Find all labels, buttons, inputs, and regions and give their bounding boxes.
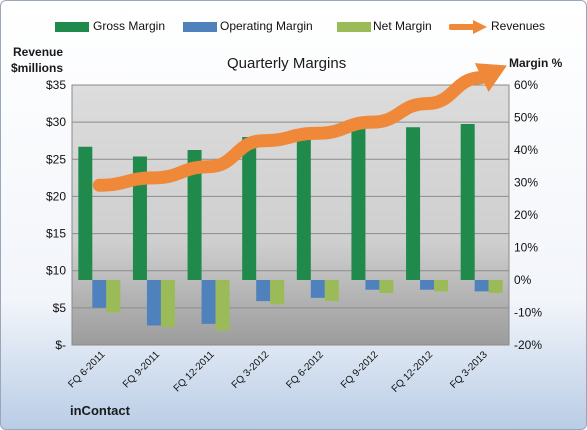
category-label: FQ 9-2012 <box>339 349 381 391</box>
left-tick-label: $30 <box>46 115 66 129</box>
bar-operating-margin <box>474 280 489 292</box>
revenue-arrow-head <box>474 63 507 93</box>
bar-operating-margin <box>420 280 435 290</box>
bar-net-margin <box>488 280 503 293</box>
bar-gross-margin <box>296 133 311 280</box>
left-axis-title-line2: $millions <box>11 61 64 75</box>
bar-net-margin <box>434 280 449 292</box>
left-tick-label: $10 <box>46 264 66 278</box>
right-tick-label: 50% <box>514 111 538 125</box>
bar-operating-margin <box>310 280 325 298</box>
category-label: FQ 3-2013 <box>448 349 490 391</box>
bar-net-margin <box>106 280 121 313</box>
bar-gross-margin <box>242 137 257 280</box>
left-tick-label: $5 <box>53 301 67 315</box>
left-tick-label: $15 <box>46 227 66 241</box>
bar-gross-margin <box>132 156 147 280</box>
right-tick-label: 20% <box>514 208 538 222</box>
bar-operating-margin <box>146 280 161 326</box>
chart-title: Quarterly Margins <box>227 55 347 72</box>
bar-gross-margin <box>406 127 421 280</box>
legend-label-operating-margin: Operating Margin <box>220 19 313 33</box>
bar-operating-margin <box>92 280 107 308</box>
bar-net-margin <box>324 280 339 302</box>
category-label: FQ 6-2012 <box>284 349 326 391</box>
left-axis-title-line1: Revenue <box>13 45 64 59</box>
legend-arrow-revenues <box>449 20 487 34</box>
category-label: FQ 12-2011 <box>172 349 217 394</box>
legend-label-net-margin: Net Margin <box>373 19 432 33</box>
bar-gross-margin <box>187 150 202 280</box>
bar-net-margin <box>379 280 394 293</box>
bar-net-margin <box>270 280 285 305</box>
legend-label-gross-margin: Gross Margin <box>93 19 166 33</box>
left-tick-label: $35 <box>46 78 66 92</box>
legend-swatch-net-margin <box>337 22 371 32</box>
left-tick-label: $20 <box>46 189 66 203</box>
legend-swatch-operating-margin <box>183 22 217 32</box>
left-tick-label: $- <box>55 338 66 352</box>
right-tick-label: -10% <box>514 306 542 320</box>
right-axis-title: Margin % <box>509 56 563 70</box>
right-tick-label: 30% <box>514 176 538 190</box>
bar-gross-margin <box>78 146 93 280</box>
right-tick-label: 60% <box>514 78 538 92</box>
bar-operating-margin <box>365 280 380 290</box>
right-tick-label: 0% <box>514 273 532 287</box>
category-label: FQ 6-2011 <box>66 349 107 390</box>
bar-gross-margin <box>460 124 475 280</box>
bar-net-margin <box>160 280 175 328</box>
right-tick-label: 10% <box>514 241 538 255</box>
revenue-trend-line <box>92 71 489 192</box>
left-tick-label: $25 <box>46 152 66 166</box>
source-label: inContact <box>70 403 130 418</box>
bar-net-margin <box>215 280 230 331</box>
bar-operating-margin <box>256 280 271 302</box>
bar-gross-margin <box>351 128 366 280</box>
category-label: FQ 12-2012 <box>390 349 436 395</box>
right-tick-label: -20% <box>514 338 542 352</box>
category-label: FQ 3-2012 <box>230 349 272 391</box>
right-tick-label: 40% <box>514 143 538 157</box>
bar-operating-margin <box>201 280 216 324</box>
category-label: FQ 9-2011 <box>121 349 162 390</box>
legend-label-revenues: Revenues <box>491 19 546 33</box>
legend-swatch-gross-margin <box>55 22 89 32</box>
